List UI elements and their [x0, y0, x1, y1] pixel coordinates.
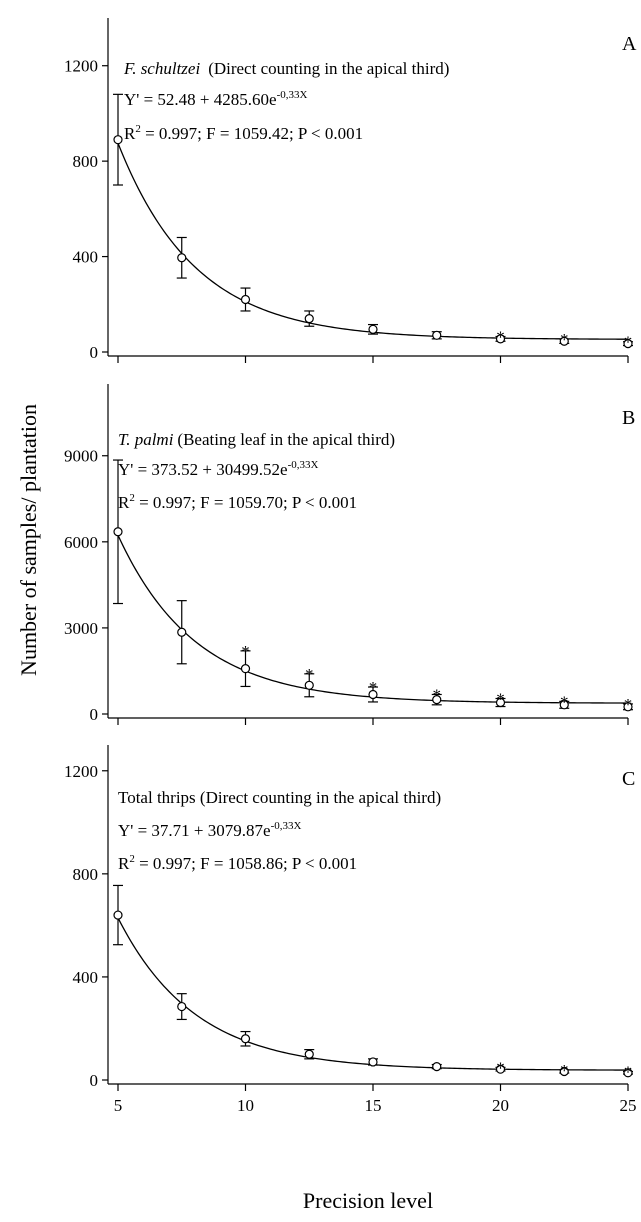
panel-c-data-point: [240, 1034, 251, 1044]
panel-b-data-point: [432, 695, 442, 705]
panel-b-equation: Y' = 373.52 + 30499.52e-0,33X: [118, 459, 318, 479]
x-tick-label: 5: [114, 1096, 123, 1115]
panel-a-y-tick-label: 800: [73, 152, 99, 171]
panel-b-significance-star: *: [560, 692, 569, 711]
panel-b-significance-star: *: [241, 642, 250, 661]
panel-c-letter: C: [622, 768, 635, 790]
panel-a-data-point: [559, 336, 569, 346]
panel-b-data-point: [559, 700, 569, 710]
panel-b-significance-star: *: [305, 665, 314, 684]
panel-c-data-point: [304, 1049, 314, 1059]
panel-b-data-point: [623, 702, 633, 712]
x-tick-label: 25: [620, 1096, 637, 1115]
panel-c-data-point: [113, 910, 123, 920]
panel-b-data-point: [368, 689, 378, 700]
panel-a-data-point: [495, 334, 506, 344]
panel-b-title: T. palmi (Beating leaf in the apical thir…: [118, 430, 395, 449]
x-axis-title: Precision level: [303, 1188, 433, 1213]
panel-a-data-point: [368, 324, 378, 334]
panel-b: T. palmi (Beating leaf in the apical thir…: [64, 384, 635, 725]
panel-c-data-point: [559, 1066, 569, 1077]
panel-b-data-point: [177, 627, 187, 637]
x-tick-label: 15: [365, 1096, 382, 1115]
panel-c-y-tick-label: 400: [73, 968, 99, 987]
panel-a-y-tick-label: 400: [73, 248, 99, 267]
panel-b-data-point: [113, 527, 123, 537]
panel-a-data-point: [240, 294, 251, 305]
panel-a-significance-star: *: [560, 330, 569, 349]
panel-a-letter: A: [622, 33, 637, 55]
panel-c-significance-star: *: [560, 1061, 569, 1080]
panel-a-stats: R2 = 0.997; F = 1059.42; P < 0.001: [124, 123, 363, 143]
panel-c-significance-star: *: [624, 1062, 633, 1081]
panel-c-data-point: [177, 1001, 187, 1012]
panel-b-y-tick-label: 6000: [64, 533, 98, 552]
panel-b-significance-star: *: [624, 695, 633, 714]
panel-a-equation: Y' = 52.48 + 4285.60e-0,33X: [124, 89, 307, 109]
panel-b-data-point: [304, 680, 314, 690]
x-tick-label: 20: [492, 1096, 509, 1115]
panel-c-title: Total thrips (Direct counting in the api…: [118, 788, 441, 807]
panel-a: F. schultzei (Direct counting in the apic…: [64, 18, 637, 363]
panel-c-data-point: [432, 1061, 442, 1072]
panel-a-fit-curve: [117, 142, 629, 340]
panel-a-y-tick-label: 1200: [64, 57, 98, 76]
panel-a-data-point: [623, 339, 633, 349]
panel-b-letter: B: [622, 407, 635, 429]
panel-b-y-tick-label: 3000: [64, 619, 98, 638]
panel-b-y-tick-label: 0: [90, 705, 99, 724]
panel-a-data-point: [113, 135, 123, 145]
y-axis-title: Number of samples/ plantation: [16, 404, 41, 676]
panel-a-data-point: [432, 330, 442, 340]
panel-a-data-point: [304, 314, 314, 324]
panel-b-data-point: [495, 697, 506, 708]
panel-c-stats: R2 = 0.997; F = 1058.86; P < 0.001: [118, 853, 357, 873]
panel-b-significance-star: *: [496, 690, 505, 709]
panel-c: Total thrips (Direct counting in the api…: [64, 745, 637, 1115]
panel-c-equation: Y' = 37.71 + 3079.87e-0,33X: [118, 820, 301, 840]
panel-a-significance-star: *: [496, 327, 505, 346]
panel-a-significance-star: *: [624, 333, 633, 352]
panel-b-data-point: [240, 664, 251, 674]
panel-c-y-tick-label: 0: [90, 1071, 99, 1090]
panel-a-y-tick-label: 0: [90, 343, 99, 362]
panel-c-significance-star: *: [496, 1058, 505, 1077]
panel-b-stats: R2 = 0.997; F = 1059.70; P < 0.001: [118, 492, 357, 512]
panel-b-significance-star: *: [369, 678, 378, 697]
panel-c-y-tick-label: 1200: [64, 762, 98, 781]
panel-c-data-point: [368, 1057, 378, 1067]
panel-c-data-point: [623, 1068, 633, 1078]
panel-c-data-point: [495, 1064, 506, 1074]
panel-b-y-tick-label: 9000: [64, 447, 98, 466]
panel-a-title: F. schultzei (Direct counting in the apic…: [123, 59, 449, 78]
panel-b-significance-star: *: [433, 685, 442, 704]
panel-c-y-tick-label: 800: [73, 865, 99, 884]
panel-a-data-point: [177, 253, 187, 263]
x-tick-label: 10: [237, 1096, 254, 1115]
panel-c-fit-curve: [117, 917, 629, 1071]
